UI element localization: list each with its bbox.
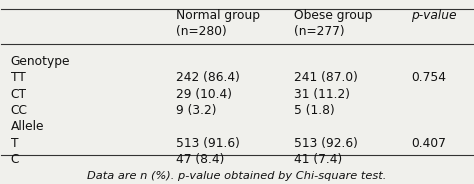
Text: 241 (87.0): 241 (87.0) bbox=[293, 71, 357, 84]
Text: TT: TT bbox=[11, 71, 26, 84]
Text: 9 (3.2): 9 (3.2) bbox=[176, 104, 216, 117]
Text: Genotype: Genotype bbox=[11, 55, 70, 68]
Text: C: C bbox=[11, 153, 19, 166]
Text: 0.754: 0.754 bbox=[411, 71, 447, 84]
Text: 29 (10.4): 29 (10.4) bbox=[176, 88, 232, 101]
Text: CT: CT bbox=[11, 88, 27, 101]
Text: Allele: Allele bbox=[11, 121, 44, 134]
Text: 41 (7.4): 41 (7.4) bbox=[293, 153, 342, 166]
Text: 31 (11.2): 31 (11.2) bbox=[293, 88, 349, 101]
Text: T: T bbox=[11, 137, 18, 150]
Text: Obese group: Obese group bbox=[293, 8, 372, 22]
Text: 513 (91.6): 513 (91.6) bbox=[176, 137, 240, 150]
Text: 242 (86.4): 242 (86.4) bbox=[176, 71, 240, 84]
Text: (n=280): (n=280) bbox=[176, 25, 227, 38]
Text: 47 (8.4): 47 (8.4) bbox=[176, 153, 224, 166]
Text: Data are n (%). p-value obtained by Chi-square test.: Data are n (%). p-value obtained by Chi-… bbox=[87, 171, 387, 181]
Text: 5 (1.8): 5 (1.8) bbox=[293, 104, 334, 117]
Text: 513 (92.6): 513 (92.6) bbox=[293, 137, 357, 150]
Text: p-value: p-value bbox=[411, 8, 457, 22]
Text: Normal group: Normal group bbox=[176, 8, 260, 22]
Text: CC: CC bbox=[11, 104, 28, 117]
Text: 0.407: 0.407 bbox=[411, 137, 446, 150]
Text: (n=277): (n=277) bbox=[293, 25, 344, 38]
